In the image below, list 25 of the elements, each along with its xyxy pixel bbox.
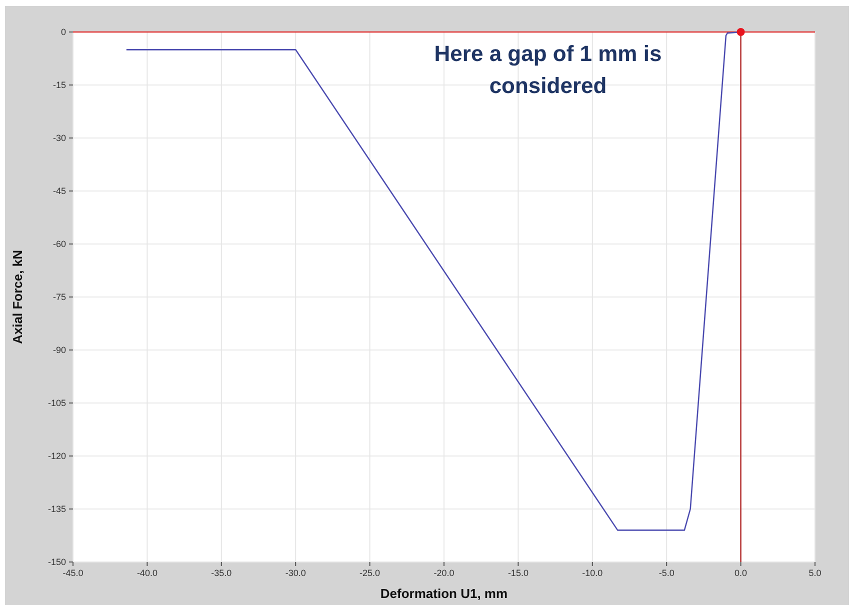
x-tick-label: -30.0 bbox=[285, 568, 306, 578]
x-tick-label: -15.0 bbox=[508, 568, 528, 578]
y-tick-label: -15 bbox=[52, 80, 66, 90]
x-tick-label: -10.0 bbox=[582, 568, 603, 578]
x-tick-label: -40.0 bbox=[136, 568, 158, 578]
y-axis-title: Axial Force, kN bbox=[10, 250, 25, 344]
x-tick-label: 5.0 bbox=[808, 568, 822, 578]
y-tick-label: -90 bbox=[52, 345, 66, 355]
y-tick-label: -75 bbox=[52, 292, 66, 302]
x-tick-label: -45.0 bbox=[62, 568, 84, 578]
x-tick-label: -25.0 bbox=[360, 568, 380, 578]
annotation: Here a gap of 1 mm is considered bbox=[434, 41, 662, 98]
x-axis-title: Deformation U1, mm bbox=[380, 586, 508, 601]
y-tick-label: -105 bbox=[48, 398, 66, 408]
y-tick-label: -45 bbox=[52, 186, 66, 196]
y-tick-label: -60 bbox=[52, 239, 66, 249]
y-tick-label: 0 bbox=[60, 27, 66, 37]
y-tick-label: -150 bbox=[48, 557, 66, 567]
x-tick-label: -20.0 bbox=[434, 568, 454, 578]
x-tick-label: -35.0 bbox=[211, 568, 232, 578]
x-tick-label: -5.0 bbox=[658, 568, 674, 578]
y-tick-label: -135 bbox=[48, 504, 66, 514]
y-tick-label: -120 bbox=[48, 451, 66, 461]
x-tick-label: 0.0 bbox=[734, 568, 748, 578]
y-tick-label: -30 bbox=[52, 133, 66, 143]
